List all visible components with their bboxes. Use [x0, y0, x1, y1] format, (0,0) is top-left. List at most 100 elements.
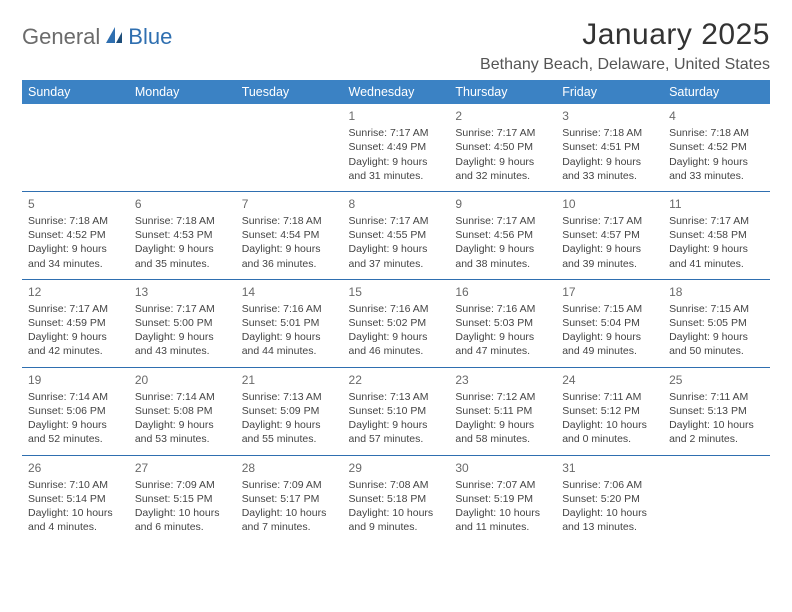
day-number: 18 — [669, 284, 764, 300]
sunset-text: Sunset: 4:49 PM — [349, 140, 444, 154]
sunset-text: Sunset: 5:12 PM — [562, 404, 657, 418]
day-number: 30 — [455, 460, 550, 476]
calendar-empty-cell — [22, 104, 129, 191]
sunset-text: Sunset: 5:02 PM — [349, 316, 444, 330]
calendar-day-cell: 30Sunrise: 7:07 AMSunset: 5:19 PMDayligh… — [449, 455, 556, 542]
calendar-day-cell: 21Sunrise: 7:13 AMSunset: 5:09 PMDayligh… — [236, 367, 343, 455]
daylight-text: and 13 minutes. — [562, 520, 657, 534]
calendar-day-cell: 11Sunrise: 7:17 AMSunset: 4:58 PMDayligh… — [663, 191, 770, 279]
daylight-text: Daylight: 9 hours — [669, 242, 764, 256]
calendar-day-cell: 24 Sunrise: 7:11 AMSunset: 5:12 PMDayligh… — [556, 367, 663, 455]
weekday-header: Tuesday — [236, 80, 343, 104]
calendar-day-cell: 17Sunrise: 7:15 AMSunset: 5:04 PMDayligh… — [556, 279, 663, 367]
daylight-text: and 9 minutes. — [349, 520, 444, 534]
daylight-text: and 55 minutes. — [242, 432, 337, 446]
daylight-text: Daylight: 10 hours — [562, 506, 657, 520]
daylight-text: Daylight: 9 hours — [349, 418, 444, 432]
day-number: 3 — [562, 108, 657, 124]
weekday-header: Friday — [556, 80, 663, 104]
calendar-day-cell: 3Sunrise: 7:18 AMSunset: 4:51 PMDaylight… — [556, 104, 663, 191]
sunrise-text: Sunrise: 7:17 AM — [455, 126, 550, 140]
sunrise-text: Sunrise: 7:16 AM — [349, 302, 444, 316]
sunset-text: Sunset: 4:57 PM — [562, 228, 657, 242]
calendar-day-cell: 8Sunrise: 7:17 AMSunset: 4:55 PMDaylight… — [343, 191, 450, 279]
sunset-text: Sunset: 5:01 PM — [242, 316, 337, 330]
daylight-text: and 43 minutes. — [135, 344, 230, 358]
sunrise-text: Sunrise: 7:16 AM — [455, 302, 550, 316]
brand-text-blue: Blue — [128, 24, 172, 50]
calendar-day-cell: 14Sunrise: 7:16 AMSunset: 5:01 PMDayligh… — [236, 279, 343, 367]
weekday-header: Saturday — [663, 80, 770, 104]
day-number: 19 — [28, 372, 123, 388]
sunrise-text: Sunrise: 7:11 AM — [562, 390, 657, 404]
day-number: 8 — [349, 196, 444, 212]
calendar-day-cell: 28Sunrise: 7:09 AMSunset: 5:17 PMDayligh… — [236, 455, 343, 542]
daylight-text: Daylight: 10 hours — [242, 506, 337, 520]
daylight-text: and 52 minutes. — [28, 432, 123, 446]
daylight-text: and 57 minutes. — [349, 432, 444, 446]
sunset-text: Sunset: 5:05 PM — [669, 316, 764, 330]
day-number: 23 — [455, 372, 550, 388]
daylight-text: Daylight: 10 hours — [349, 506, 444, 520]
location-subtitle: Bethany Beach, Delaware, United States — [480, 56, 770, 74]
day-number: 5 — [28, 196, 123, 212]
sunset-text: Sunset: 5:03 PM — [455, 316, 550, 330]
calendar-day-cell: 1Sunrise: 7:17 AMSunset: 4:49 PMDaylight… — [343, 104, 450, 191]
calendar-day-cell: 13Sunrise: 7:17 AMSunset: 5:00 PMDayligh… — [129, 279, 236, 367]
calendar-week-row: 12Sunrise: 7:17 AMSunset: 4:59 PMDayligh… — [22, 279, 770, 367]
calendar-day-cell: 23Sunrise: 7:12 AMSunset: 5:11 PMDayligh… — [449, 367, 556, 455]
sunrise-text: Sunrise: 7:12 AM — [455, 390, 550, 404]
sunrise-text: Sunrise: 7:13 AM — [242, 390, 337, 404]
daylight-text: and 38 minutes. — [455, 257, 550, 271]
brand-text-general: General — [22, 24, 100, 50]
sunrise-text: Sunrise: 7:17 AM — [669, 214, 764, 228]
daylight-text: Daylight: 10 hours — [669, 418, 764, 432]
sunset-text: Sunset: 5:04 PM — [562, 316, 657, 330]
daylight-text: Daylight: 9 hours — [455, 155, 550, 169]
calendar-day-cell: 18Sunrise: 7:15 AMSunset: 5:05 PMDayligh… — [663, 279, 770, 367]
weekday-header: Sunday — [22, 80, 129, 104]
calendar-empty-cell — [663, 455, 770, 542]
day-number: 24 — [562, 372, 657, 388]
daylight-text: Daylight: 9 hours — [669, 155, 764, 169]
calendar-day-cell: 2Sunrise: 7:17 AMSunset: 4:50 PMDaylight… — [449, 104, 556, 191]
daylight-text: and 6 minutes. — [135, 520, 230, 534]
sunset-text: Sunset: 4:50 PM — [455, 140, 550, 154]
sunset-text: Sunset: 5:14 PM — [28, 492, 123, 506]
day-number: 22 — [349, 372, 444, 388]
day-number: 1 — [349, 108, 444, 124]
daylight-text: and 34 minutes. — [28, 257, 123, 271]
daylight-text: Daylight: 9 hours — [28, 330, 123, 344]
sunrise-text: Sunrise: 7:17 AM — [135, 302, 230, 316]
calendar-week-row: 26Sunrise: 7:10 AMSunset: 5:14 PMDayligh… — [22, 455, 770, 542]
sunset-text: Sunset: 5:09 PM — [242, 404, 337, 418]
sunrise-text: Sunrise: 7:17 AM — [349, 126, 444, 140]
sunrise-text: Sunrise: 7:17 AM — [455, 214, 550, 228]
day-number: 20 — [135, 372, 230, 388]
calendar-day-cell: 15Sunrise: 7:16 AMSunset: 5:02 PMDayligh… — [343, 279, 450, 367]
sunset-text: Sunset: 5:20 PM — [562, 492, 657, 506]
sunrise-text: Sunrise: 7:17 AM — [562, 214, 657, 228]
sunrise-text: Sunrise: 7:09 AM — [135, 478, 230, 492]
daylight-text: Daylight: 9 hours — [562, 242, 657, 256]
daylight-text: Daylight: 9 hours — [28, 418, 123, 432]
sunrise-text: Sunrise: 7:18 AM — [562, 126, 657, 140]
day-number: 6 — [135, 196, 230, 212]
daylight-text: Daylight: 9 hours — [242, 242, 337, 256]
calendar-week-row: 19Sunrise: 7:14 AMSunset: 5:06 PMDayligh… — [22, 367, 770, 455]
daylight-text: and 49 minutes. — [562, 344, 657, 358]
day-number: 21 — [242, 372, 337, 388]
daylight-text: and 4 minutes. — [28, 520, 123, 534]
sunrise-text: Sunrise: 7:14 AM — [135, 390, 230, 404]
daylight-text: and 33 minutes. — [669, 169, 764, 183]
daylight-text: Daylight: 10 hours — [28, 506, 123, 520]
daylight-text: and 31 minutes. — [349, 169, 444, 183]
calendar-day-cell: 16Sunrise: 7:16 AMSunset: 5:03 PMDayligh… — [449, 279, 556, 367]
daylight-text: and 0 minutes. — [562, 432, 657, 446]
daylight-text: Daylight: 10 hours — [562, 418, 657, 432]
calendar-body: 1Sunrise: 7:17 AMSunset: 4:49 PMDaylight… — [22, 104, 770, 542]
daylight-text: Daylight: 9 hours — [562, 330, 657, 344]
sunset-text: Sunset: 4:53 PM — [135, 228, 230, 242]
weekday-header: Thursday — [449, 80, 556, 104]
day-number: 9 — [455, 196, 550, 212]
